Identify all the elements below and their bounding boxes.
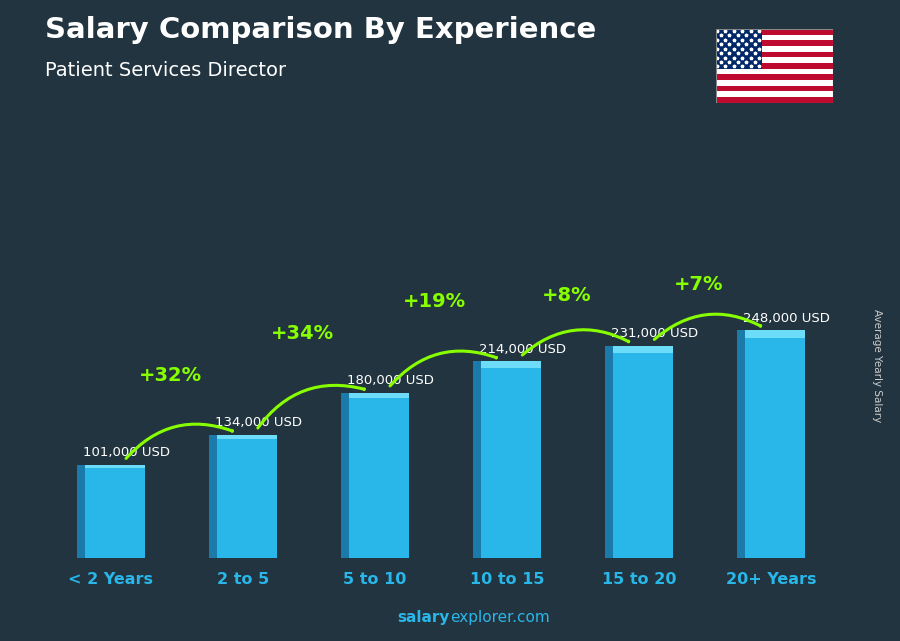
FancyBboxPatch shape [737,330,806,558]
FancyArrowPatch shape [522,329,629,355]
Text: 101,000 USD: 101,000 USD [84,446,170,460]
Text: 248,000 USD: 248,000 USD [743,312,831,324]
Text: +8%: +8% [542,286,591,305]
Bar [716,80,832,85]
FancyBboxPatch shape [85,465,145,469]
FancyBboxPatch shape [349,392,410,398]
FancyBboxPatch shape [745,330,806,338]
Text: Salary Comparison By Experience: Salary Comparison By Experience [45,16,596,44]
Text: +34%: +34% [271,324,334,342]
Bar [716,63,832,69]
Bar [716,91,832,97]
FancyBboxPatch shape [737,330,745,558]
Bar [716,57,832,63]
Text: 231,000 USD: 231,000 USD [611,327,698,340]
FancyBboxPatch shape [613,345,673,353]
FancyArrowPatch shape [390,351,497,386]
FancyBboxPatch shape [605,345,613,558]
Bar [716,51,832,57]
FancyBboxPatch shape [472,362,541,558]
Bar [716,29,832,35]
Bar [716,46,832,51]
Text: 180,000 USD: 180,000 USD [347,374,435,387]
FancyArrowPatch shape [654,314,760,340]
Bar [716,35,832,40]
Text: Patient Services Director: Patient Services Director [45,61,286,80]
FancyBboxPatch shape [605,345,673,558]
Text: +7%: +7% [673,275,724,294]
FancyBboxPatch shape [217,435,277,439]
FancyArrowPatch shape [126,424,232,458]
Text: explorer.com: explorer.com [450,610,550,625]
FancyBboxPatch shape [341,392,410,558]
FancyBboxPatch shape [76,465,85,558]
Text: +19%: +19% [403,292,466,312]
Bar [716,85,832,91]
Bar [716,40,832,46]
FancyBboxPatch shape [209,435,217,558]
Text: +32%: +32% [139,366,202,385]
FancyBboxPatch shape [209,435,277,558]
FancyBboxPatch shape [481,362,541,369]
Bar [716,69,832,74]
FancyBboxPatch shape [76,465,145,558]
Text: Average Yearly Salary: Average Yearly Salary [872,309,883,422]
Bar [716,74,832,80]
FancyBboxPatch shape [472,362,481,558]
FancyBboxPatch shape [341,392,349,558]
Text: salary: salary [398,610,450,625]
Text: 134,000 USD: 134,000 USD [215,416,302,429]
Text: 214,000 USD: 214,000 USD [480,343,566,356]
Bar [716,29,762,69]
FancyArrowPatch shape [257,385,364,428]
Bar [716,97,832,103]
